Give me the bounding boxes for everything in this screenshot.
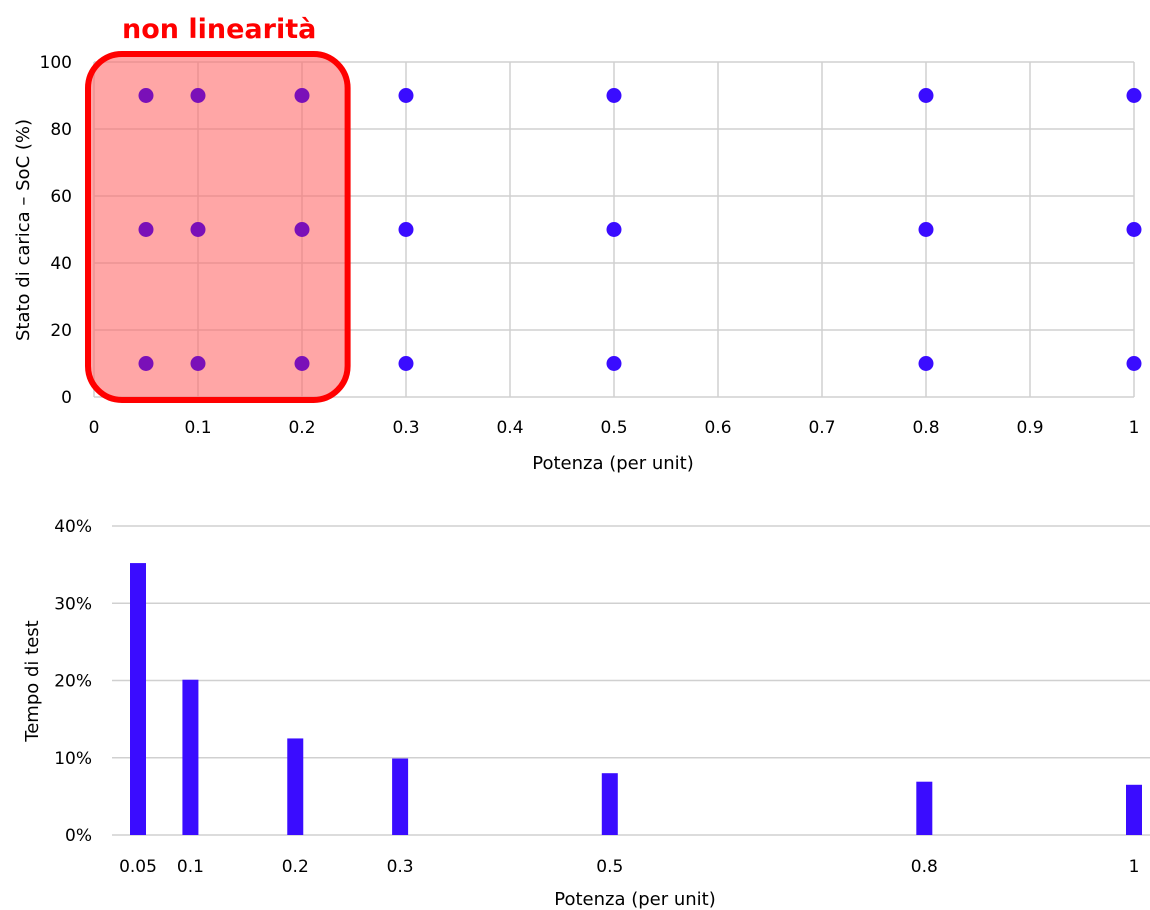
scatter-x-axis-title: Potenza (per unit) xyxy=(532,453,694,474)
scatter-y-tick-label: 20 xyxy=(50,321,72,341)
scatter-point xyxy=(138,88,154,103)
bar-x-tick-labels: 0.05 0.1 0.2 0.3 0.5 0.8 1 xyxy=(119,857,1139,877)
bar-y-axis-title: Tempo di test xyxy=(22,620,43,742)
scatter-point xyxy=(294,88,310,103)
scatter-point xyxy=(1126,356,1142,371)
scatter-y-tick-labels: 0 20 40 60 80 100 xyxy=(40,53,72,408)
bar xyxy=(392,758,409,835)
scatter-x-tick-labels: 0 0.1 0.2 0.3 0.4 0.5 0.6 0.7 0.8 0.9 1 xyxy=(89,418,1140,438)
bar-x-tick-label: 0.3 xyxy=(387,857,414,877)
scatter-point xyxy=(398,222,414,237)
scatter-point xyxy=(294,356,310,371)
bar-y-tick-label: 20% xyxy=(54,672,92,692)
scatter-point xyxy=(918,88,934,103)
scatter-point xyxy=(398,88,414,103)
bar xyxy=(601,773,618,835)
bar-y-tick-label: 0% xyxy=(65,826,92,846)
bar xyxy=(182,679,199,835)
scatter-point xyxy=(138,356,154,371)
scatter-x-tick-label: 0.4 xyxy=(496,418,523,438)
scatter-y-tick-label: 60 xyxy=(50,187,72,207)
bar xyxy=(130,563,146,835)
scatter-x-tick-label: 0.6 xyxy=(704,418,731,438)
bar-x-tick-label: 0.5 xyxy=(596,857,623,877)
bar-y-tick-label: 30% xyxy=(54,594,92,614)
scatter-point xyxy=(190,88,206,103)
scatter-y-tick-label: 100 xyxy=(40,53,72,73)
scatter-chart: 0 0.1 0.2 0.3 0.4 0.5 0.6 0.7 0.8 0.9 1 0 20 40 60 80 1… xyxy=(13,14,1142,474)
scatter-point xyxy=(190,222,206,237)
scatter-point xyxy=(606,222,622,237)
scatter-x-tick-label: 0.2 xyxy=(288,418,315,438)
scatter-point xyxy=(1126,222,1142,237)
scatter-x-tick-label: 0.8 xyxy=(912,418,939,438)
highlight-region xyxy=(85,51,351,403)
bar-x-tick-label: 0.2 xyxy=(282,857,309,877)
scatter-x-tick-label: 0.1 xyxy=(184,418,211,438)
bar-x-axis-title: Potenza (per unit) xyxy=(554,889,716,910)
scatter-x-tick-label: 1 xyxy=(1129,418,1140,438)
scatter-x-tick-label: 0 xyxy=(89,418,100,438)
scatter-x-tick-label: 0.9 xyxy=(1016,418,1043,438)
scatter-y-tick-label: 40 xyxy=(50,254,72,274)
bar-x-tick-label: 1 xyxy=(1129,857,1140,877)
bar-chart: 0.05 0.1 0.2 0.3 0.5 0.8 1 0% 10% 20% 30% 40% Pote… xyxy=(22,517,1150,910)
scatter-point xyxy=(398,356,414,371)
scatter-x-tick-label: 0.3 xyxy=(392,418,419,438)
scatter-y-tick-label: 80 xyxy=(50,120,72,140)
scatter-point xyxy=(606,88,622,103)
scatter-point xyxy=(294,222,310,237)
scatter-y-tick-label: 0 xyxy=(61,388,72,408)
scatter-point xyxy=(606,356,622,371)
scatter-points xyxy=(138,88,1142,371)
bar-gridlines xyxy=(112,525,1150,836)
scatter-y-axis-title: Stato di carica – SoC (%) xyxy=(13,119,34,341)
bar-x-tick-label: 0.1 xyxy=(177,857,204,877)
scatter-point xyxy=(190,356,206,371)
scatter-point xyxy=(1126,88,1142,103)
nonlinearity-highlight-box xyxy=(85,51,351,403)
bar-bars xyxy=(130,563,1142,835)
bar-x-tick-label: 0.05 xyxy=(119,857,157,877)
scatter-point xyxy=(918,356,934,371)
bar xyxy=(916,781,933,835)
scatter-point xyxy=(138,222,154,237)
nonlinearity-annotation: non linearità xyxy=(122,14,316,45)
scatter-x-tick-label: 0.7 xyxy=(808,418,835,438)
bar-y-tick-label: 10% xyxy=(54,749,92,769)
bar xyxy=(1126,784,1142,835)
bar xyxy=(287,738,304,835)
scatter-x-tick-label: 0.5 xyxy=(600,418,627,438)
bar-y-tick-labels: 0% 10% 20% 30% 40% xyxy=(54,517,92,846)
bar-y-tick-label: 40% xyxy=(54,517,92,537)
bar-x-tick-label: 0.8 xyxy=(911,857,938,877)
scatter-point xyxy=(918,222,934,237)
